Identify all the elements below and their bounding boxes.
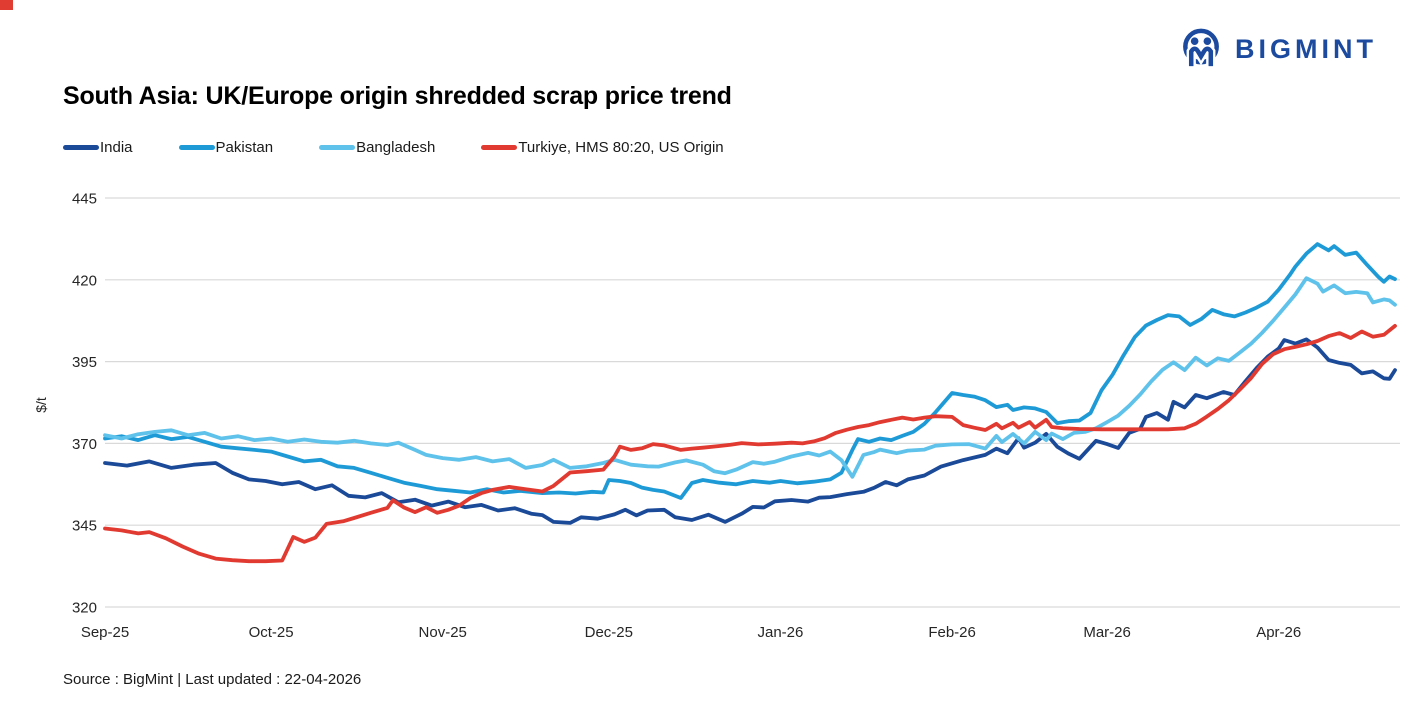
legend-item-india: India: [63, 139, 133, 156]
series-line-turkiye: [103, 323, 1397, 564]
y-tick-320: 320: [72, 600, 97, 617]
legend-swatch-india: [63, 145, 99, 150]
y-tick-445: 445: [72, 191, 97, 208]
x-tick-apr-26: Apr-26: [1256, 624, 1301, 641]
series-line-bangladesh: [103, 276, 1397, 479]
legend-item-turkiye: Turkiye, HMS 80:20, US Origin: [481, 139, 724, 156]
y-tick-420: 420: [72, 272, 97, 289]
x-tick-jan-26: Jan-26: [758, 624, 804, 641]
legend-swatch-turkiye: [481, 145, 518, 150]
x-tick-mar-26: Mar-26: [1083, 624, 1131, 641]
y-axis-tick-labels: 320 345 370 395 420 445: [72, 191, 97, 617]
legend-item-bangladesh: Bangladesh: [319, 139, 435, 156]
corner-mark: [0, 0, 13, 10]
logo: BIGMINT: [1178, 26, 1377, 73]
chart-legend: India Pakistan Bangladesh Turkiye, HMS 80:2…: [63, 139, 724, 156]
legend-label-india: India: [100, 139, 133, 156]
bigmint-logo-icon: [1178, 26, 1225, 73]
legend-label-bangladesh: Bangladesh: [356, 139, 436, 156]
legend-swatch-bangladesh: [319, 145, 356, 150]
legend-label-pakistan: Pakistan: [215, 139, 274, 156]
legend-swatch-pakistan: [178, 145, 215, 150]
x-tick-nov-25: Nov-25: [419, 624, 467, 641]
series-line-pakistan: [103, 242, 1397, 500]
y-tick-395: 395: [72, 354, 97, 371]
logo-wordmark: BIGMINT: [1235, 34, 1377, 64]
x-tick-oct-25: Oct-25: [249, 624, 294, 641]
x-tick-feb-26: Feb-26: [928, 624, 976, 641]
legend-item-pakistan: Pakistan: [178, 139, 274, 156]
x-tick-dec-25: Dec-25: [585, 624, 633, 641]
source-note: Source : BigMint | Last updated : 22-04-…: [63, 671, 362, 688]
y-axis-title: $/t: [33, 397, 49, 413]
line-chart: 320 345 370 395 420 445 Sep-25 Oct-25 Nov-25 Dec…: [0, 170, 1417, 670]
y-tick-345: 345: [72, 518, 97, 535]
x-axis-tick-labels: Sep-25 Oct-25 Nov-25 Dec-25 Jan-26 Feb-26 Mar-…: [81, 624, 1301, 641]
x-tick-sep-25: Sep-25: [81, 624, 129, 641]
page-title: South Asia: UK/Europe origin shredded sc…: [63, 82, 732, 110]
gridlines: [105, 197, 1400, 608]
series-line-india: [103, 337, 1397, 525]
series-lines: [103, 242, 1397, 564]
legend-label-turkiye: Turkiye, HMS 80:20, US Origin: [518, 139, 724, 156]
y-tick-370: 370: [72, 436, 97, 453]
